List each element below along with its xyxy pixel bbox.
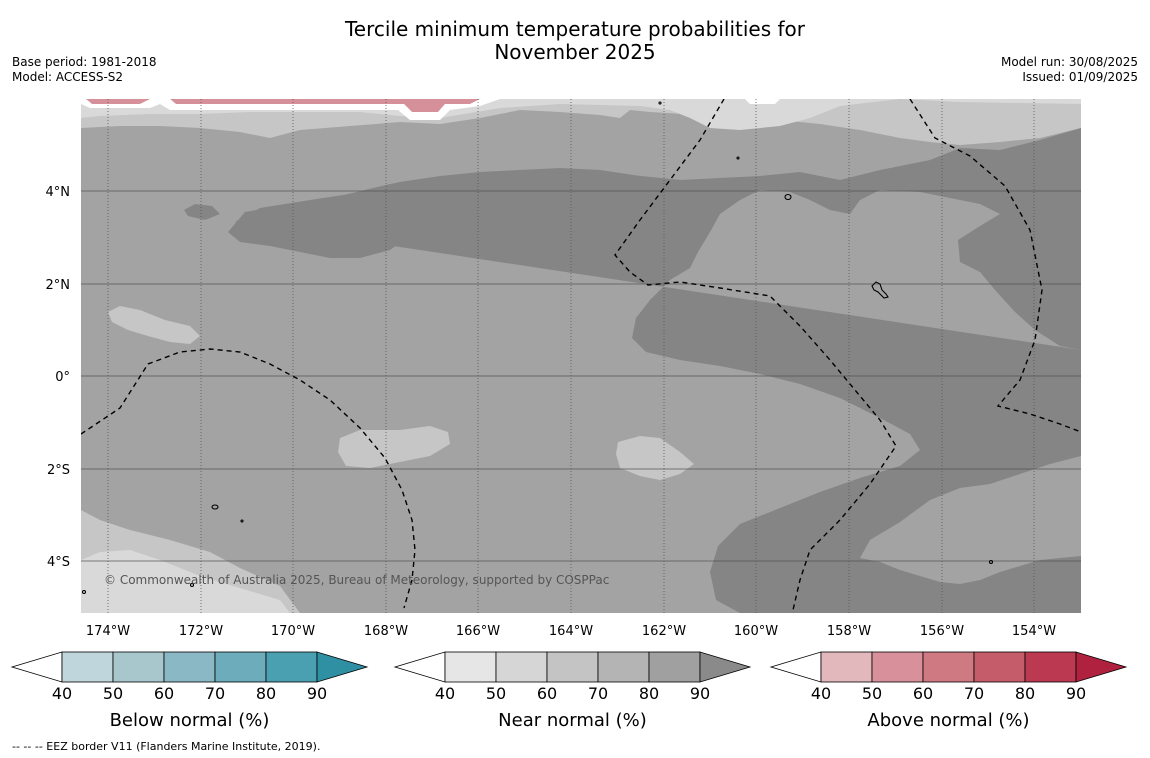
lon-label-166w: 166°W bbox=[456, 624, 500, 639]
colorbar-near-title: Near normal (%) bbox=[498, 710, 647, 731]
lon-label-168w: 168°W bbox=[364, 624, 408, 639]
near-normal-60-70-center-patch bbox=[338, 426, 450, 468]
latitude-lines bbox=[81, 190, 1081, 562]
chart-title: Tercile minimum temperature probabilitie… bbox=[0, 18, 1150, 64]
lon-label-172w: 172°W bbox=[179, 624, 223, 639]
near-normal-80-90-islet bbox=[184, 204, 220, 220]
title-line-2: November 2025 bbox=[494, 40, 656, 64]
colorbar-above-segment bbox=[922, 651, 975, 683]
colorbar-near-segment bbox=[444, 651, 497, 683]
white-band-north bbox=[81, 99, 500, 120]
colorbar-above-tick: 70 bbox=[964, 684, 984, 703]
colorbar-above-tick: 80 bbox=[1015, 684, 1035, 703]
near-normal-50-60-southwest bbox=[81, 550, 290, 613]
colorbar-below-segment bbox=[61, 651, 114, 683]
colorbar-near-high-extend bbox=[699, 651, 752, 683]
colorbar-below-segment bbox=[214, 651, 267, 683]
colorbar-below-segment bbox=[112, 651, 165, 683]
colorbar-above-high-extend bbox=[1075, 651, 1128, 683]
copyright-text: © Commonwealth of Australia 2025, Bureau… bbox=[104, 573, 609, 587]
lon-label-154w: 154°W bbox=[1012, 624, 1056, 639]
lon-label-158w: 158°W bbox=[827, 624, 871, 639]
colorbar-below-low-extend bbox=[10, 651, 63, 683]
colorbar-near-tick: 70 bbox=[588, 684, 608, 703]
colorbar-near-tick: 40 bbox=[435, 684, 455, 703]
colorbar-near-segment bbox=[495, 651, 548, 683]
title-line-1: Tercile minimum temperature probabilitie… bbox=[344, 17, 806, 41]
white-patch-ne bbox=[745, 99, 780, 104]
probability-map: © Commonwealth of Australia 2025, Bureau… bbox=[81, 99, 1081, 613]
near-normal-80-90-central bbox=[235, 128, 1081, 613]
colorbar-below-tick: 80 bbox=[256, 684, 276, 703]
colorbar-above-title: Above normal (%) bbox=[867, 710, 1029, 731]
lon-label-156w: 156°W bbox=[920, 624, 964, 639]
colorbar-below-tick: 70 bbox=[205, 684, 225, 703]
colorbar-above-segment bbox=[871, 651, 924, 683]
colorbar-above-low-extend bbox=[769, 651, 822, 683]
colorbar-near-tick: 60 bbox=[537, 684, 557, 703]
colorbar-above-segment bbox=[1024, 651, 1077, 683]
colorbar-below-tick: 50 bbox=[103, 684, 123, 703]
colorbar-below-segment bbox=[163, 651, 216, 683]
lon-label-160w: 160°W bbox=[734, 624, 778, 639]
lat-label-4n: 4°N bbox=[46, 185, 71, 200]
colorbar-near-tick: 50 bbox=[486, 684, 506, 703]
colorbar-above-segment bbox=[820, 651, 873, 683]
lat-label-0: 0° bbox=[55, 370, 70, 385]
near-normal-80-90-west bbox=[228, 170, 700, 258]
lon-label-162w: 162°W bbox=[642, 624, 686, 639]
colorbar-below-tick: 90 bbox=[307, 684, 327, 703]
issued-date: Issued: 01/09/2025 bbox=[1022, 70, 1138, 84]
near-normal-60-70-west-patch bbox=[108, 306, 200, 344]
colorbar-below-segment bbox=[265, 651, 318, 683]
longitude-labels: 174°W 172°W 170°W 168°W 166°W 164°W 162°… bbox=[86, 624, 1056, 639]
latitude-labels: 4°N 2°N 0° 2°S 4°S bbox=[46, 185, 71, 570]
eez-borders bbox=[81, 99, 1081, 611]
colorbar-above-segment bbox=[973, 651, 1026, 683]
colorbar-near: 40 50 60 70 80 90 Near normal (%) bbox=[393, 651, 752, 731]
colorbar-near-tick: 90 bbox=[690, 684, 710, 703]
lon-label-174w: 174°W bbox=[86, 624, 130, 639]
colorbar-below-tick: 40 bbox=[52, 684, 72, 703]
colorbar-above-tick: 90 bbox=[1066, 684, 1086, 703]
above-normal-50-60-strip bbox=[86, 99, 480, 112]
meta-left: Base period: 1981-2018 Model: ACCESS-S2 bbox=[12, 55, 157, 85]
model-run: Model run: 30/08/2025 bbox=[1000, 55, 1138, 69]
colorbar-near-tick: 80 bbox=[639, 684, 659, 703]
meta-right: Model run: 30/08/2025 Issued: 01/09/2025 bbox=[1001, 55, 1138, 85]
colorbar-below-high-extend bbox=[316, 651, 369, 683]
colorbar-below: 40 50 60 70 80 90 Below normal (%) bbox=[10, 651, 369, 731]
colorbar-near-segment bbox=[648, 651, 701, 683]
eez-footnote: -- -- -- EEZ border V11 (Flanders Marine… bbox=[12, 740, 321, 753]
colorbar-above-tick: 60 bbox=[913, 684, 933, 703]
lon-label-170w: 170°W bbox=[271, 624, 315, 639]
colorbar-below-title: Below normal (%) bbox=[110, 710, 270, 731]
island-outlines bbox=[81, 101, 994, 595]
colorbar-near-segment bbox=[597, 651, 650, 683]
lat-label-2n: 2°N bbox=[46, 278, 71, 293]
model-name: Model: ACCESS-S2 bbox=[12, 70, 124, 84]
colorbar-above-tick: 40 bbox=[811, 684, 831, 703]
lon-label-164w: 164°W bbox=[549, 624, 593, 639]
colorbar-above-tick: 50 bbox=[862, 684, 882, 703]
lat-label-2s: 2°S bbox=[47, 463, 70, 478]
colorbar-above: 40 50 60 70 80 90 Above normal (%) bbox=[769, 651, 1128, 731]
base-period: Base period: 1981-2018 bbox=[12, 55, 157, 69]
lat-label-4s: 4°S bbox=[47, 555, 70, 570]
colorbar-below-tick: 60 bbox=[154, 684, 174, 703]
colorbar-near-low-extend bbox=[393, 651, 446, 683]
colorbar-near-segment bbox=[546, 651, 599, 683]
colorbars: 40 50 60 70 80 90 Below normal (%) 40 50 60 70 80 90… bbox=[10, 651, 1128, 731]
